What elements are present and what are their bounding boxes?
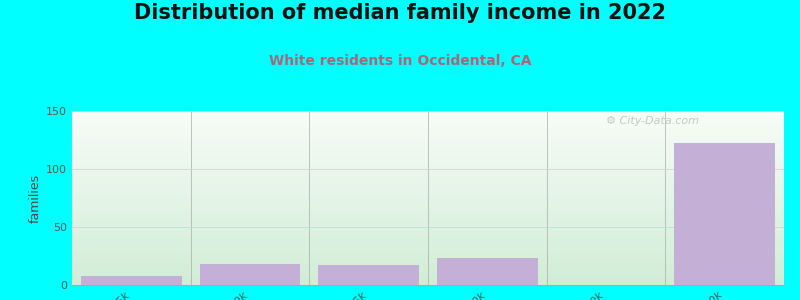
Text: White residents in Occidental, CA: White residents in Occidental, CA [269, 54, 531, 68]
Bar [437, 258, 538, 285]
Text: ⚙ City-Data.com: ⚙ City-Data.com [606, 116, 699, 126]
Bar [674, 143, 775, 285]
Bar [81, 276, 182, 285]
Text: Distribution of median family income in 2022: Distribution of median family income in … [134, 3, 666, 23]
Y-axis label: families: families [29, 173, 42, 223]
Bar [199, 264, 301, 285]
Bar [318, 265, 419, 285]
